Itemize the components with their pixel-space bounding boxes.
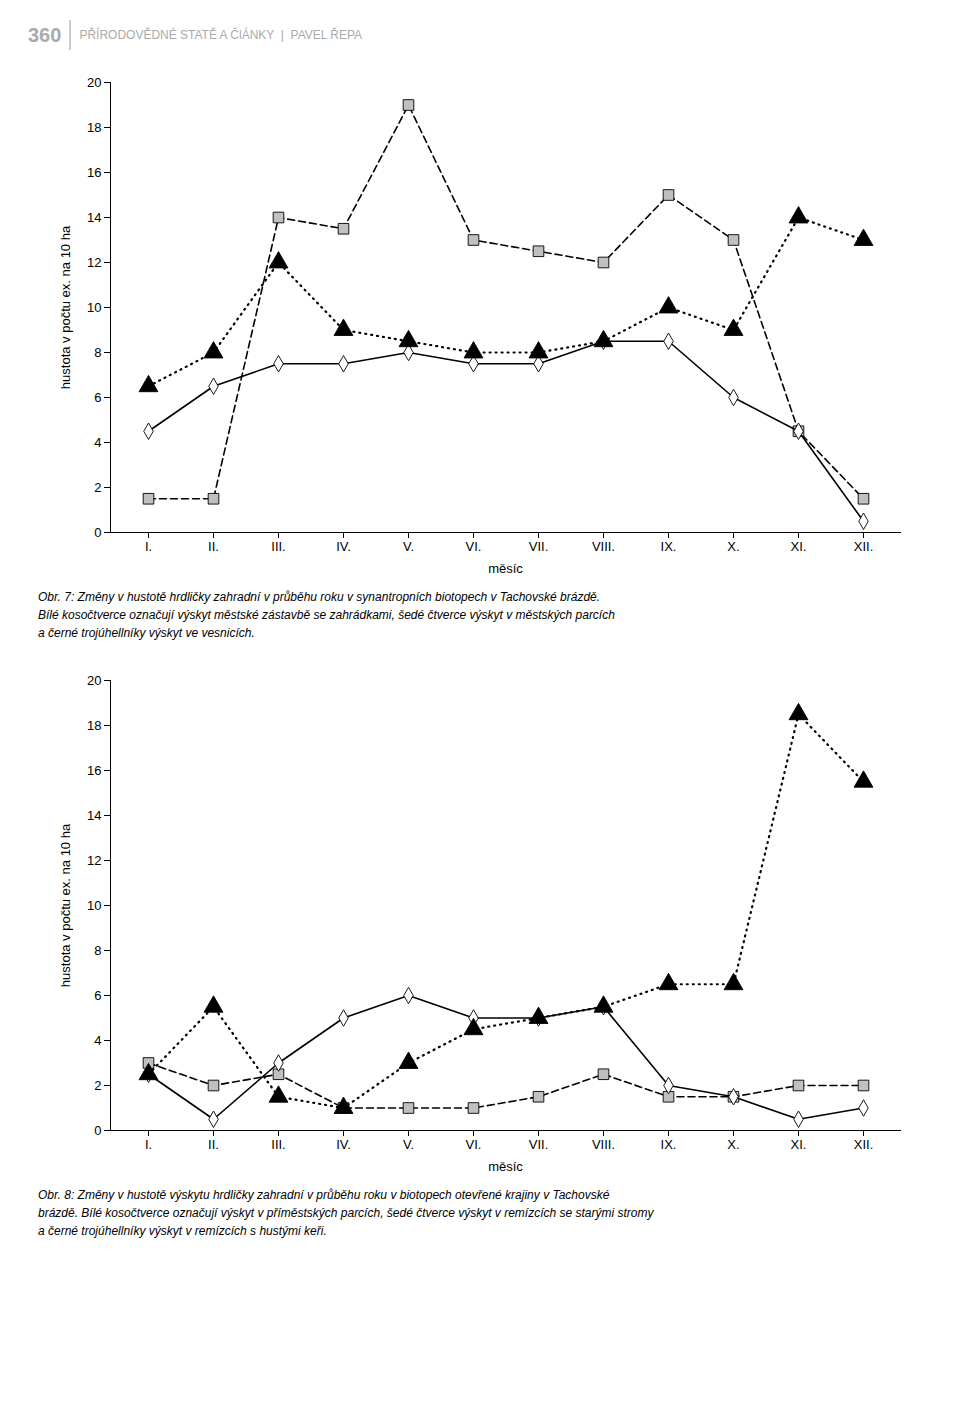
svg-text:20: 20 bbox=[87, 75, 101, 90]
svg-text:6: 6 bbox=[94, 988, 101, 1003]
svg-text:IV.: IV. bbox=[336, 1137, 351, 1152]
html-text:Obr. 8: Změny v hustotě výskyt: Obr. 8: Změny v hustotě výskytu hrdličky… bbox=[38, 1188, 610, 1202]
svg-text:VIII.: VIII. bbox=[592, 1137, 615, 1152]
svg-text:XII.: XII. bbox=[854, 1137, 874, 1152]
html-text:brázdě. Bílé kosočtverce označ: brázdě. Bílé kosočtverce označují výskyt… bbox=[38, 1206, 654, 1220]
svg-text:VIII.: VIII. bbox=[592, 539, 615, 554]
svg-text:II.: II. bbox=[208, 1137, 219, 1152]
svg-text:4: 4 bbox=[94, 435, 101, 450]
html-text:360: 360 bbox=[28, 23, 62, 46]
html-text:Bílé kosočtverce označují výsk: Bílé kosočtverce označují výskyt městské… bbox=[38, 608, 615, 622]
svg-text:VII.: VII. bbox=[529, 1137, 549, 1152]
svg-text:XII.: XII. bbox=[854, 539, 874, 554]
svg-text:0: 0 bbox=[94, 525, 101, 540]
svg-text:12: 12 bbox=[87, 853, 101, 868]
svg-text:2: 2 bbox=[94, 1078, 101, 1093]
svg-text:II.: II. bbox=[208, 539, 219, 554]
svg-text:XI.: XI. bbox=[791, 1137, 807, 1152]
svg-text:IX.: IX. bbox=[661, 1137, 677, 1152]
svg-text:VI.: VI. bbox=[466, 539, 482, 554]
svg-text:10: 10 bbox=[87, 300, 101, 315]
svg-text:VI.: VI. bbox=[466, 1137, 482, 1152]
svg-text:V.: V. bbox=[403, 1137, 414, 1152]
svg-text:V.: V. bbox=[403, 539, 414, 554]
svg-text:hustota v počtu ex. na 10 ha: hustota v počtu ex. na 10 ha bbox=[58, 225, 73, 389]
svg-text:18: 18 bbox=[87, 718, 101, 733]
svg-text:14: 14 bbox=[87, 210, 101, 225]
svg-text:14: 14 bbox=[87, 808, 101, 823]
svg-text:16: 16 bbox=[87, 763, 101, 778]
svg-text:III.: III. bbox=[271, 539, 285, 554]
svg-text:10: 10 bbox=[87, 898, 101, 913]
svg-text:měsíc: měsíc bbox=[488, 1159, 523, 1174]
svg-text:2: 2 bbox=[94, 480, 101, 495]
svg-text:VII.: VII. bbox=[529, 539, 549, 554]
html-text:PŘÍRODOVĚDNÉ STATĚ A ČlÁNKY |: PŘÍRODOVĚDNÉ STATĚ A ČlÁNKY | PAVEL ŘEPA bbox=[79, 28, 363, 42]
svg-text:12: 12 bbox=[87, 255, 101, 270]
svg-text:XI.: XI. bbox=[791, 539, 807, 554]
svg-text:IX.: IX. bbox=[661, 539, 677, 554]
svg-text:0: 0 bbox=[94, 1123, 101, 1138]
svg-text:20: 20 bbox=[87, 673, 101, 688]
svg-text:8: 8 bbox=[94, 345, 101, 360]
svg-text:6: 6 bbox=[94, 390, 101, 405]
svg-text:X.: X. bbox=[727, 1137, 739, 1152]
svg-text:16: 16 bbox=[87, 165, 101, 180]
svg-text:8: 8 bbox=[94, 943, 101, 958]
html-text:a černé trojúhellníky výskyt v: a černé trojúhellníky výskyt ve vesnicíc… bbox=[38, 626, 255, 640]
svg-text:III.: III. bbox=[271, 1137, 285, 1152]
svg-text:měsíc: měsíc bbox=[488, 561, 523, 576]
svg-text:18: 18 bbox=[87, 120, 101, 135]
svg-text:hustota v počtu ex. na 10 ha: hustota v počtu ex. na 10 ha bbox=[58, 823, 73, 987]
svg-text:X.: X. bbox=[727, 539, 739, 554]
html-text:Obr. 7: Změny v hustotě hrdlič: Obr. 7: Změny v hustotě hrdličky zahradn… bbox=[38, 590, 601, 604]
html-text:a černé trojúhellníky výskyt v: a černé trojúhellníky výskyt v remízcích… bbox=[38, 1224, 327, 1238]
svg-text:I.: I. bbox=[145, 1137, 152, 1152]
svg-text:4: 4 bbox=[94, 1033, 101, 1048]
svg-text:I.: I. bbox=[145, 539, 152, 554]
svg-text:IV.: IV. bbox=[336, 539, 351, 554]
